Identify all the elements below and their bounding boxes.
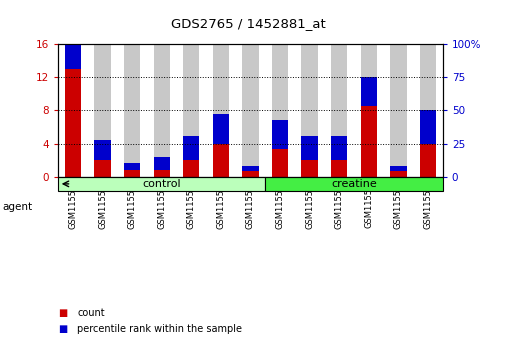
Bar: [242, 166, 258, 171]
Text: agent: agent: [3, 202, 33, 212]
Bar: [389, 44, 406, 177]
Bar: [330, 136, 346, 160]
Bar: [58, 177, 265, 191]
Bar: [242, 171, 258, 177]
Bar: [419, 44, 435, 177]
Bar: [419, 143, 435, 177]
Bar: [271, 120, 288, 149]
Bar: [183, 136, 199, 160]
Bar: [94, 140, 111, 160]
Bar: [94, 44, 111, 177]
Bar: [301, 160, 317, 177]
Bar: [271, 44, 288, 177]
Bar: [124, 170, 140, 177]
Bar: [330, 44, 346, 177]
Bar: [242, 44, 258, 177]
Bar: [94, 160, 111, 177]
Bar: [301, 44, 317, 177]
Bar: [360, 106, 376, 177]
Bar: [124, 163, 140, 170]
Text: percentile rank within the sample: percentile rank within the sample: [77, 324, 242, 334]
Bar: [65, 69, 81, 177]
Bar: [360, 77, 376, 106]
Text: control: control: [142, 179, 181, 189]
Text: creatine: creatine: [330, 179, 376, 189]
Bar: [154, 157, 170, 170]
Bar: [265, 177, 442, 191]
Text: ■: ■: [58, 324, 67, 334]
Text: GDS2765 / 1452881_at: GDS2765 / 1452881_at: [170, 17, 325, 30]
Bar: [271, 149, 288, 177]
Bar: [212, 143, 229, 177]
Bar: [154, 170, 170, 177]
Text: ■: ■: [58, 308, 67, 318]
Bar: [65, 36, 81, 69]
Text: count: count: [77, 308, 105, 318]
Bar: [419, 110, 435, 143]
Bar: [65, 44, 81, 177]
Bar: [212, 44, 229, 177]
Bar: [183, 160, 199, 177]
Bar: [330, 160, 346, 177]
Bar: [389, 171, 406, 177]
Bar: [124, 44, 140, 177]
Bar: [183, 44, 199, 177]
Bar: [212, 114, 229, 143]
Bar: [301, 136, 317, 160]
Bar: [154, 44, 170, 177]
Bar: [389, 166, 406, 171]
Bar: [360, 44, 376, 177]
